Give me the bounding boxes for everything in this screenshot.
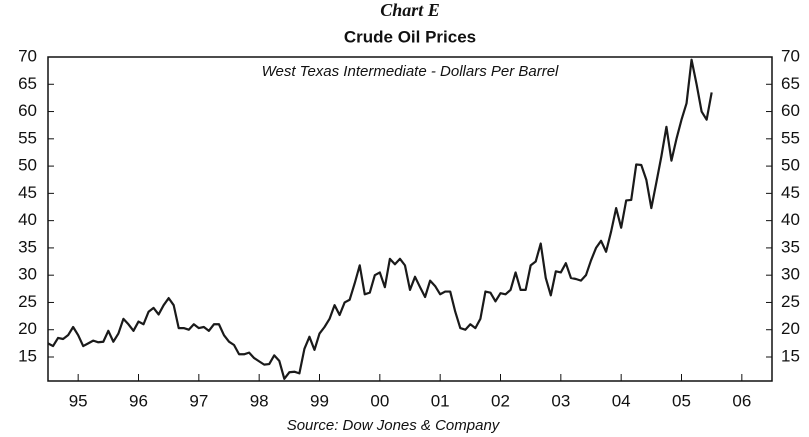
chart-title: Chart E <box>380 0 440 20</box>
x-tick-label: 02 <box>491 391 510 410</box>
source: Source: Dow Jones & Company <box>287 417 501 434</box>
chart-subtitle: Crude Oil Prices <box>344 27 476 46</box>
annotation: West Texas Intermediate - Dollars Per Ba… <box>262 63 559 80</box>
y-tick-label: 35 <box>18 237 37 256</box>
y2-tick-label: 20 <box>781 319 800 338</box>
y2-tick-label: 35 <box>781 237 800 256</box>
y2-tick-label: 55 <box>781 128 800 147</box>
y2-tick-label: 25 <box>781 292 800 311</box>
y2-tick-label: 15 <box>781 346 800 365</box>
y-tick-label: 20 <box>18 319 37 338</box>
y-tick-label: 70 <box>18 46 37 65</box>
y-tick-label: 25 <box>18 292 37 311</box>
y2-tick-label: 30 <box>781 265 800 284</box>
x-tick-label: 03 <box>551 391 570 410</box>
y2-tick-label: 50 <box>781 156 800 175</box>
x-tick-label: 01 <box>431 391 450 410</box>
y-tick-label: 60 <box>18 101 37 120</box>
y2-tick-label: 65 <box>781 74 800 93</box>
y-tick-label: 40 <box>18 210 37 229</box>
y2-tick-label: 40 <box>781 210 800 229</box>
x-tick-label: 98 <box>250 391 269 410</box>
x-tick-label: 04 <box>612 391 631 410</box>
x-tick-label: 99 <box>310 391 329 410</box>
y-tick-label: 65 <box>18 74 37 93</box>
x-tick-label: 06 <box>732 391 751 410</box>
price-line <box>47 58 713 380</box>
x-tick-label: 97 <box>189 391 208 410</box>
y2-tick-label: 60 <box>781 101 800 120</box>
x-tick-label: 95 <box>69 391 88 410</box>
y-tick-label: 45 <box>18 183 37 202</box>
y-tick-label: 50 <box>18 156 37 175</box>
y2-tick-label: 70 <box>781 46 800 65</box>
x-tick-label: 96 <box>129 391 148 410</box>
y-tick-label: 30 <box>18 265 37 284</box>
y-tick-label: 55 <box>18 128 37 147</box>
y-tick-label: 15 <box>18 346 37 365</box>
y2-tick-label: 45 <box>781 183 800 202</box>
x-tick-label: 05 <box>672 391 691 410</box>
x-tick-label: 00 <box>370 391 389 410</box>
plot-frame <box>47 56 773 382</box>
